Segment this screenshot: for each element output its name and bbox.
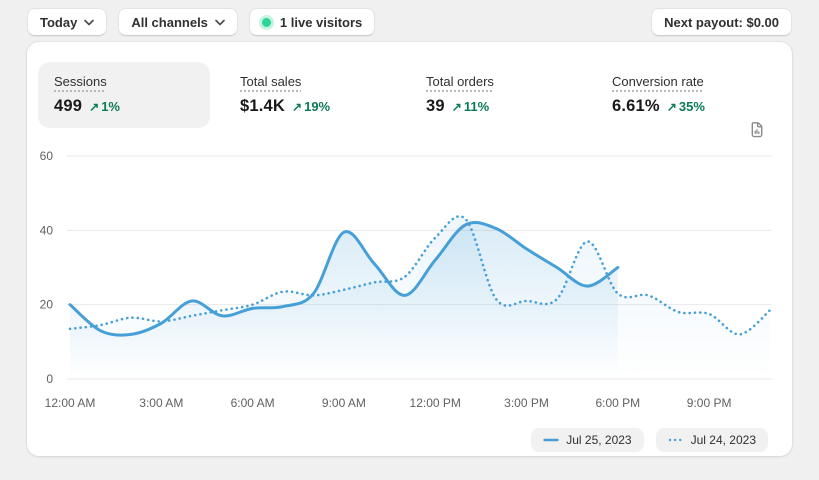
metric-delta: ↗ 1%	[89, 99, 120, 114]
trend-up-icon: ↗	[89, 100, 100, 114]
dotted-series-line	[68, 215, 772, 336]
y-axis-tick-label: 0	[46, 372, 53, 386]
export-report-button[interactable]	[746, 120, 768, 142]
metric-delta: ↗ 11%	[451, 99, 490, 114]
chevron-down-icon	[215, 19, 225, 25]
legend-label: Jul 25, 2023	[566, 433, 632, 447]
solid-series-area	[70, 222, 618, 379]
channels-button[interactable]: All channels	[118, 8, 238, 36]
metric-label: Sessions	[54, 74, 107, 89]
channels-label: All channels	[131, 14, 208, 30]
trend-up-icon: ↗	[292, 100, 303, 114]
metric-label: Total orders	[426, 74, 494, 89]
legend-item-jul-24: Jul 24, 2023	[655, 428, 768, 452]
y-axis-tick-label: 40	[40, 223, 54, 237]
next-payout-button[interactable]: Next payout: $0.00	[651, 8, 792, 36]
metric-label: Total sales	[240, 74, 302, 89]
metric-delta: ↗ 19%	[292, 99, 331, 114]
date-range-button[interactable]: Today	[27, 8, 108, 36]
report-document-icon	[751, 122, 763, 138]
date-range-label: Today	[40, 14, 78, 30]
metric-label: Conversion rate	[612, 74, 704, 89]
chart-canvas[interactable]: 0 20 40 60 12:00 AM 3:00 AM 6:00 AM 9:00 AM 12:0…	[27, 148, 792, 423]
y-axis-tick-label: 20	[40, 298, 54, 312]
next-payout-label: Next payout: $0.00	[664, 14, 779, 30]
metric-tab-conversion-rate[interactable]: Conversion rate 6.61% ↗ 35%	[596, 62, 768, 128]
metric-delta: ↗ 35%	[666, 99, 705, 114]
x-axis-tick-label: 12:00 AM	[45, 396, 96, 410]
chevron-down-icon	[84, 19, 95, 25]
metric-tab-sessions[interactable]: Sessions 499 ↗ 1%	[38, 62, 210, 128]
x-axis-tick-label: 6:00 AM	[231, 396, 275, 410]
live-visitors-label: 1 live visitors	[279, 14, 363, 30]
x-axis-tick-label: 9:00 AM	[322, 396, 366, 410]
chart-legend: Jul 25, 2023 Jul 24, 2023	[27, 428, 792, 452]
metric-tab-total-sales[interactable]: Total sales $1.4K ↗ 19%	[224, 62, 396, 128]
x-axis-tick-label: 3:00 AM	[139, 396, 183, 410]
metric-value: 6.61%	[612, 97, 660, 115]
metric-value: 39	[426, 97, 445, 115]
solid-line-swatch-icon	[543, 438, 559, 442]
trend-up-icon: ↗	[451, 100, 462, 114]
metric-value: 499	[54, 97, 83, 115]
sessions-chart: 0 20 40 60 12:00 AM 3:00 AM 6:00 AM 9:00 AM 12:0…	[27, 148, 792, 423]
metric-tab-total-orders[interactable]: Total orders 39 ↗ 11%	[410, 62, 582, 128]
metric-value: $1.4K	[240, 97, 286, 115]
x-axis-tick-label: 9:00 PM	[687, 396, 732, 410]
dotted-line-swatch-icon	[668, 438, 684, 442]
live-visitors-badge[interactable]: 1 live visitors	[248, 8, 376, 36]
metrics-tabs: Sessions 499 ↗ 1% Total sales $1.4K ↗ 19% …	[27, 42, 792, 128]
legend-label: Jul 24, 2023	[690, 433, 756, 447]
trend-up-icon: ↗	[666, 100, 677, 114]
x-axis-tick-label: 12:00 PM	[410, 396, 461, 410]
x-axis-tick-label: 3:00 PM	[504, 396, 549, 410]
y-axis-tick-label: 60	[40, 149, 54, 163]
solid-series-line	[68, 221, 620, 337]
x-axis-tick-label: 6:00 PM	[595, 396, 640, 410]
live-dot-icon	[261, 17, 271, 27]
analytics-overview-card: Sessions 499 ↗ 1% Total sales $1.4K ↗ 19% …	[27, 42, 792, 456]
topbar: Today All channels 1 live visitors Next …	[0, 0, 819, 36]
legend-item-jul-25: Jul 25, 2023	[531, 428, 644, 452]
